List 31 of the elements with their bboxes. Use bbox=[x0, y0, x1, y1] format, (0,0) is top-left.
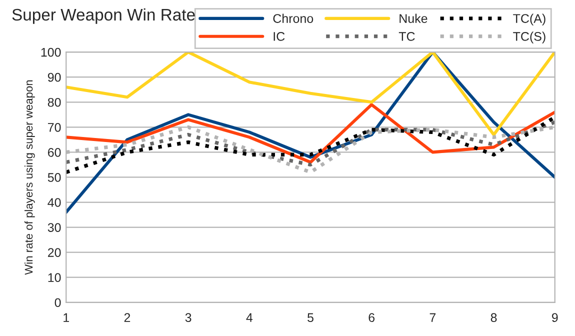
y-tick-label: 70 bbox=[48, 122, 61, 132]
line-series bbox=[66, 115, 555, 174]
y-tick-label: 80 bbox=[48, 98, 61, 107]
legend-label: TC bbox=[398, 32, 415, 41]
x-tick-label: 7 bbox=[430, 313, 436, 322]
x-tick-label: 3 bbox=[185, 313, 192, 322]
y-tick-label: 90 bbox=[48, 72, 61, 82]
legend-label: Chrono bbox=[273, 14, 314, 23]
y-tick-label: 0 bbox=[54, 298, 61, 308]
x-tick-label: 4 bbox=[246, 313, 253, 322]
y-tick-label: 10 bbox=[48, 273, 61, 282]
y-tick-label: 100 bbox=[41, 48, 61, 57]
x-tick-label: 6 bbox=[368, 313, 375, 322]
legend-label: Nuke bbox=[400, 14, 428, 23]
x-tick-label: 9 bbox=[552, 313, 558, 322]
x-tick-label: 1 bbox=[64, 313, 69, 322]
y-axis-title: Win rate of players using super weapon bbox=[24, 80, 35, 275]
y-tick-label: 40 bbox=[48, 198, 61, 207]
y-tick-label: 30 bbox=[48, 223, 61, 232]
x-tick-label: 5 bbox=[308, 313, 314, 322]
x-tick-label: 8 bbox=[490, 313, 497, 322]
line-series bbox=[66, 103, 555, 164]
legend-label: TC(S) bbox=[513, 32, 546, 44]
y-tick-label: 60 bbox=[48, 148, 61, 157]
legend-label: TC(A) bbox=[513, 14, 546, 26]
y-tick-label: 20 bbox=[48, 248, 61, 257]
x-tick-label: 2 bbox=[124, 313, 130, 322]
y-tick-label: 50 bbox=[48, 173, 61, 182]
legend-label: IC bbox=[274, 32, 285, 41]
chart-title: Super Weapon Win Rate bbox=[12, 8, 195, 24]
line-series bbox=[66, 120, 555, 167]
